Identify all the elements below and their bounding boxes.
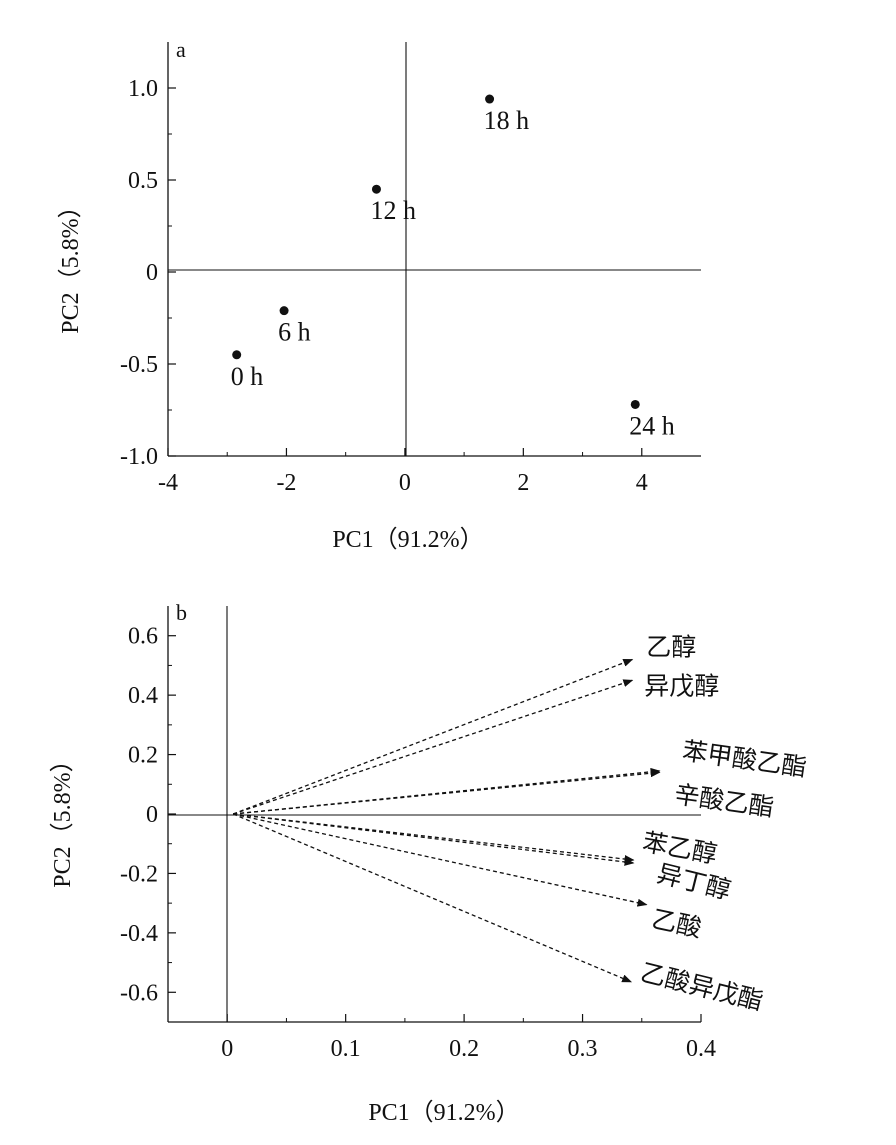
panel-a-x-tick-label: 4 — [636, 470, 648, 496]
panel-b-label: b — [176, 600, 187, 625]
panel-a-ticks: -4 -2 0 2 4 -1.0 -0.5 0 0.5 1.0 — [120, 76, 648, 496]
loading-vector-label: 乙醇 — [646, 632, 696, 661]
data-point-label: 18 h — [484, 106, 530, 135]
panel-a-x-tick-label: 0 — [399, 470, 411, 496]
panel-b-x-tick-label: 0.2 — [449, 1036, 479, 1062]
panel-b-x-axis-title: PC1（91.2%） — [368, 1100, 519, 1126]
panel-b-y-axis-title: PC2（5.8%） — [50, 748, 76, 887]
panel-b-x-tick-label: 0 — [221, 1036, 233, 1062]
data-point — [279, 306, 289, 316]
data-point-label: 24 h — [629, 411, 675, 440]
loading-vector-label: 苯甲酸乙酯 — [681, 736, 809, 782]
panel-a-y-tick-label: -0.5 — [120, 352, 158, 378]
data-point — [371, 184, 381, 194]
loading-vector-arrow — [232, 813, 633, 983]
panel-b-y-tick-label: -0.2 — [120, 861, 158, 887]
panel-b-y-tick-label: 0.2 — [128, 743, 158, 769]
panel-a-label: a — [176, 37, 186, 62]
data-point — [630, 399, 640, 409]
panel-a-y-tick-label: 1.0 — [128, 76, 158, 102]
panel-b-ticks: 0 0.1 0.2 0.3 0.4 -0.6 -0.4 -0.2 0 0.2 0.4 0.6 — [120, 624, 716, 1062]
panel-b-y-tick-label: 0.4 — [128, 683, 158, 709]
loading-vector-arrow — [233, 813, 635, 864]
panel-a-x-tick-label: -4 — [158, 470, 178, 496]
panel-a-y-tick-label: 0.5 — [128, 168, 158, 194]
loading-vector-arrow — [233, 813, 648, 907]
loading-vector-label: 乙酸异戊酯 — [638, 958, 766, 1016]
panel-a-x-axis-title: PC1（91.2%） — [332, 527, 483, 553]
loading-vector-label: 异戊醇 — [644, 671, 719, 700]
panel-b-x-tick-label: 0.4 — [686, 1036, 716, 1062]
loading-vector-label: 异丁醇 — [654, 859, 734, 905]
loading-vector-label: 辛酸乙酯 — [673, 780, 776, 823]
loading-vector-label: 乙酸 — [649, 904, 704, 943]
panel-a-x-tick-label: 2 — [517, 470, 529, 496]
loading-vector-arrow — [232, 679, 634, 815]
loading-vector-arrow — [232, 658, 634, 815]
data-point-label: 0 h — [231, 362, 264, 391]
panel-a-y-axis-title: PC2（5.8%） — [58, 194, 84, 333]
data-point — [485, 94, 495, 104]
panel-b-y-tick-label: 0.6 — [128, 624, 158, 650]
panel-b-x-tick-label: 0.1 — [331, 1036, 361, 1062]
panel-b: 0 0.1 0.2 0.3 0.4 -0.6 -0.4 -0.2 0 0.2 0.4 0.6 乙醇异戊… — [50, 600, 809, 1126]
panel-a-y-tick-label: 0 — [146, 260, 158, 286]
panel-a-points: 0 h 6 h 12 h 18 h 24 h — [231, 94, 675, 440]
data-point-label: 6 h — [278, 318, 311, 347]
panel-b-y-tick-label: -0.6 — [120, 980, 158, 1006]
panel-b-y-tick-label: -0.4 — [120, 921, 158, 947]
panel-a-y-tick-label: -1.0 — [120, 444, 158, 470]
loading-vector-arrow — [233, 769, 661, 815]
panel-a-x-tick-label: -2 — [276, 470, 296, 496]
data-point-label: 12 h — [370, 196, 416, 225]
panel-b-y-tick-label: 0 — [146, 802, 158, 828]
panel-b-x-tick-label: 0.3 — [568, 1036, 598, 1062]
data-point — [232, 350, 242, 360]
loading-vector-arrow — [233, 813, 635, 866]
panel-a: -4 -2 0 2 4 -1.0 -0.5 0 0.5 1.0 0 h 6 h 12 h 18 h 24 … — [58, 37, 701, 553]
